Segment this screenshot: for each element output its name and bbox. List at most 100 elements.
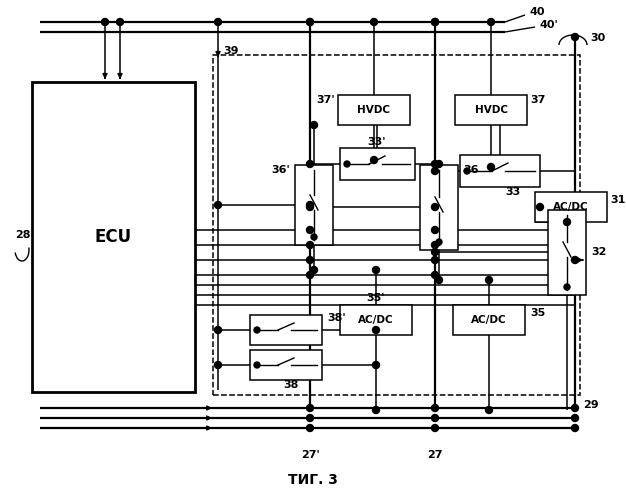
Text: 35': 35' bbox=[367, 293, 385, 303]
Bar bbox=[250, 315, 322, 345]
Circle shape bbox=[488, 18, 495, 26]
Circle shape bbox=[307, 202, 314, 208]
Circle shape bbox=[307, 272, 314, 278]
Circle shape bbox=[436, 239, 442, 245]
Text: 36: 36 bbox=[463, 165, 478, 175]
Circle shape bbox=[486, 406, 493, 414]
Bar bbox=[453, 305, 525, 335]
Circle shape bbox=[371, 18, 377, 26]
Circle shape bbox=[254, 362, 260, 368]
Circle shape bbox=[307, 424, 314, 432]
Text: 40: 40 bbox=[530, 7, 545, 17]
Text: 30: 30 bbox=[590, 33, 605, 43]
Circle shape bbox=[431, 204, 438, 210]
Circle shape bbox=[215, 202, 222, 208]
Circle shape bbox=[572, 404, 578, 411]
Bar bbox=[295, 165, 333, 245]
Circle shape bbox=[307, 256, 314, 264]
Text: HVDC: HVDC bbox=[357, 105, 391, 115]
Circle shape bbox=[307, 242, 314, 248]
Bar bbox=[420, 165, 458, 250]
Bar bbox=[535, 192, 607, 222]
Text: 33': 33' bbox=[367, 137, 386, 147]
Text: 35: 35 bbox=[530, 308, 545, 318]
Text: 31: 31 bbox=[610, 195, 625, 205]
Circle shape bbox=[436, 160, 443, 168]
Circle shape bbox=[572, 424, 578, 432]
Circle shape bbox=[431, 272, 438, 278]
Text: AC/DC: AC/DC bbox=[553, 202, 589, 212]
Circle shape bbox=[431, 160, 438, 168]
Circle shape bbox=[488, 164, 495, 170]
Circle shape bbox=[215, 18, 222, 26]
Circle shape bbox=[536, 204, 543, 210]
Circle shape bbox=[307, 18, 314, 26]
Text: 27': 27' bbox=[300, 450, 319, 460]
Circle shape bbox=[215, 326, 222, 334]
Text: 33: 33 bbox=[505, 187, 520, 197]
Bar bbox=[340, 305, 412, 335]
Text: 37': 37' bbox=[316, 95, 335, 105]
Bar bbox=[340, 148, 415, 180]
Text: 37: 37 bbox=[530, 95, 545, 105]
Circle shape bbox=[372, 406, 379, 414]
Circle shape bbox=[344, 161, 350, 167]
Circle shape bbox=[464, 168, 470, 174]
Bar bbox=[250, 350, 322, 380]
Circle shape bbox=[431, 242, 438, 248]
Circle shape bbox=[372, 326, 379, 334]
Bar bbox=[32, 82, 195, 392]
Circle shape bbox=[431, 18, 438, 26]
Circle shape bbox=[310, 266, 317, 274]
Circle shape bbox=[572, 34, 578, 40]
Circle shape bbox=[563, 218, 570, 226]
Bar bbox=[460, 155, 540, 187]
Circle shape bbox=[310, 122, 317, 128]
Circle shape bbox=[572, 414, 578, 422]
Text: 38: 38 bbox=[284, 380, 299, 390]
Text: 38': 38' bbox=[327, 313, 346, 323]
Bar bbox=[455, 95, 527, 125]
Circle shape bbox=[564, 284, 570, 290]
Text: AC/DC: AC/DC bbox=[471, 315, 507, 325]
Text: AC/DC: AC/DC bbox=[358, 315, 394, 325]
Bar bbox=[213, 55, 580, 395]
Circle shape bbox=[431, 168, 438, 174]
Text: 36': 36' bbox=[271, 165, 290, 175]
Bar bbox=[338, 95, 410, 125]
Text: 28: 28 bbox=[15, 230, 31, 240]
Circle shape bbox=[307, 160, 314, 168]
Circle shape bbox=[372, 362, 379, 368]
Circle shape bbox=[307, 226, 314, 234]
Text: 32: 32 bbox=[591, 247, 607, 257]
Circle shape bbox=[372, 266, 379, 274]
Circle shape bbox=[254, 327, 260, 333]
Text: ECU: ECU bbox=[95, 228, 132, 246]
Circle shape bbox=[486, 276, 493, 283]
Bar bbox=[548, 210, 586, 295]
Text: HVDC: HVDC bbox=[475, 105, 508, 115]
Circle shape bbox=[371, 156, 377, 164]
Circle shape bbox=[101, 18, 108, 26]
Circle shape bbox=[572, 256, 578, 264]
Circle shape bbox=[307, 204, 314, 210]
Circle shape bbox=[215, 362, 222, 368]
Circle shape bbox=[311, 234, 317, 240]
Text: 29: 29 bbox=[583, 400, 598, 410]
Circle shape bbox=[431, 404, 438, 411]
Text: 39: 39 bbox=[223, 46, 239, 56]
Circle shape bbox=[431, 256, 438, 264]
Text: 27: 27 bbox=[428, 450, 443, 460]
Circle shape bbox=[431, 414, 438, 422]
Circle shape bbox=[307, 404, 314, 411]
Circle shape bbox=[116, 18, 123, 26]
Circle shape bbox=[436, 276, 443, 283]
Text: ΤИГ. 3: ΤИГ. 3 bbox=[288, 473, 338, 487]
Circle shape bbox=[431, 226, 438, 234]
Text: 40': 40' bbox=[540, 20, 559, 30]
Circle shape bbox=[431, 18, 438, 26]
Circle shape bbox=[431, 424, 438, 432]
Circle shape bbox=[431, 248, 438, 256]
Circle shape bbox=[307, 414, 314, 422]
Circle shape bbox=[307, 18, 314, 26]
